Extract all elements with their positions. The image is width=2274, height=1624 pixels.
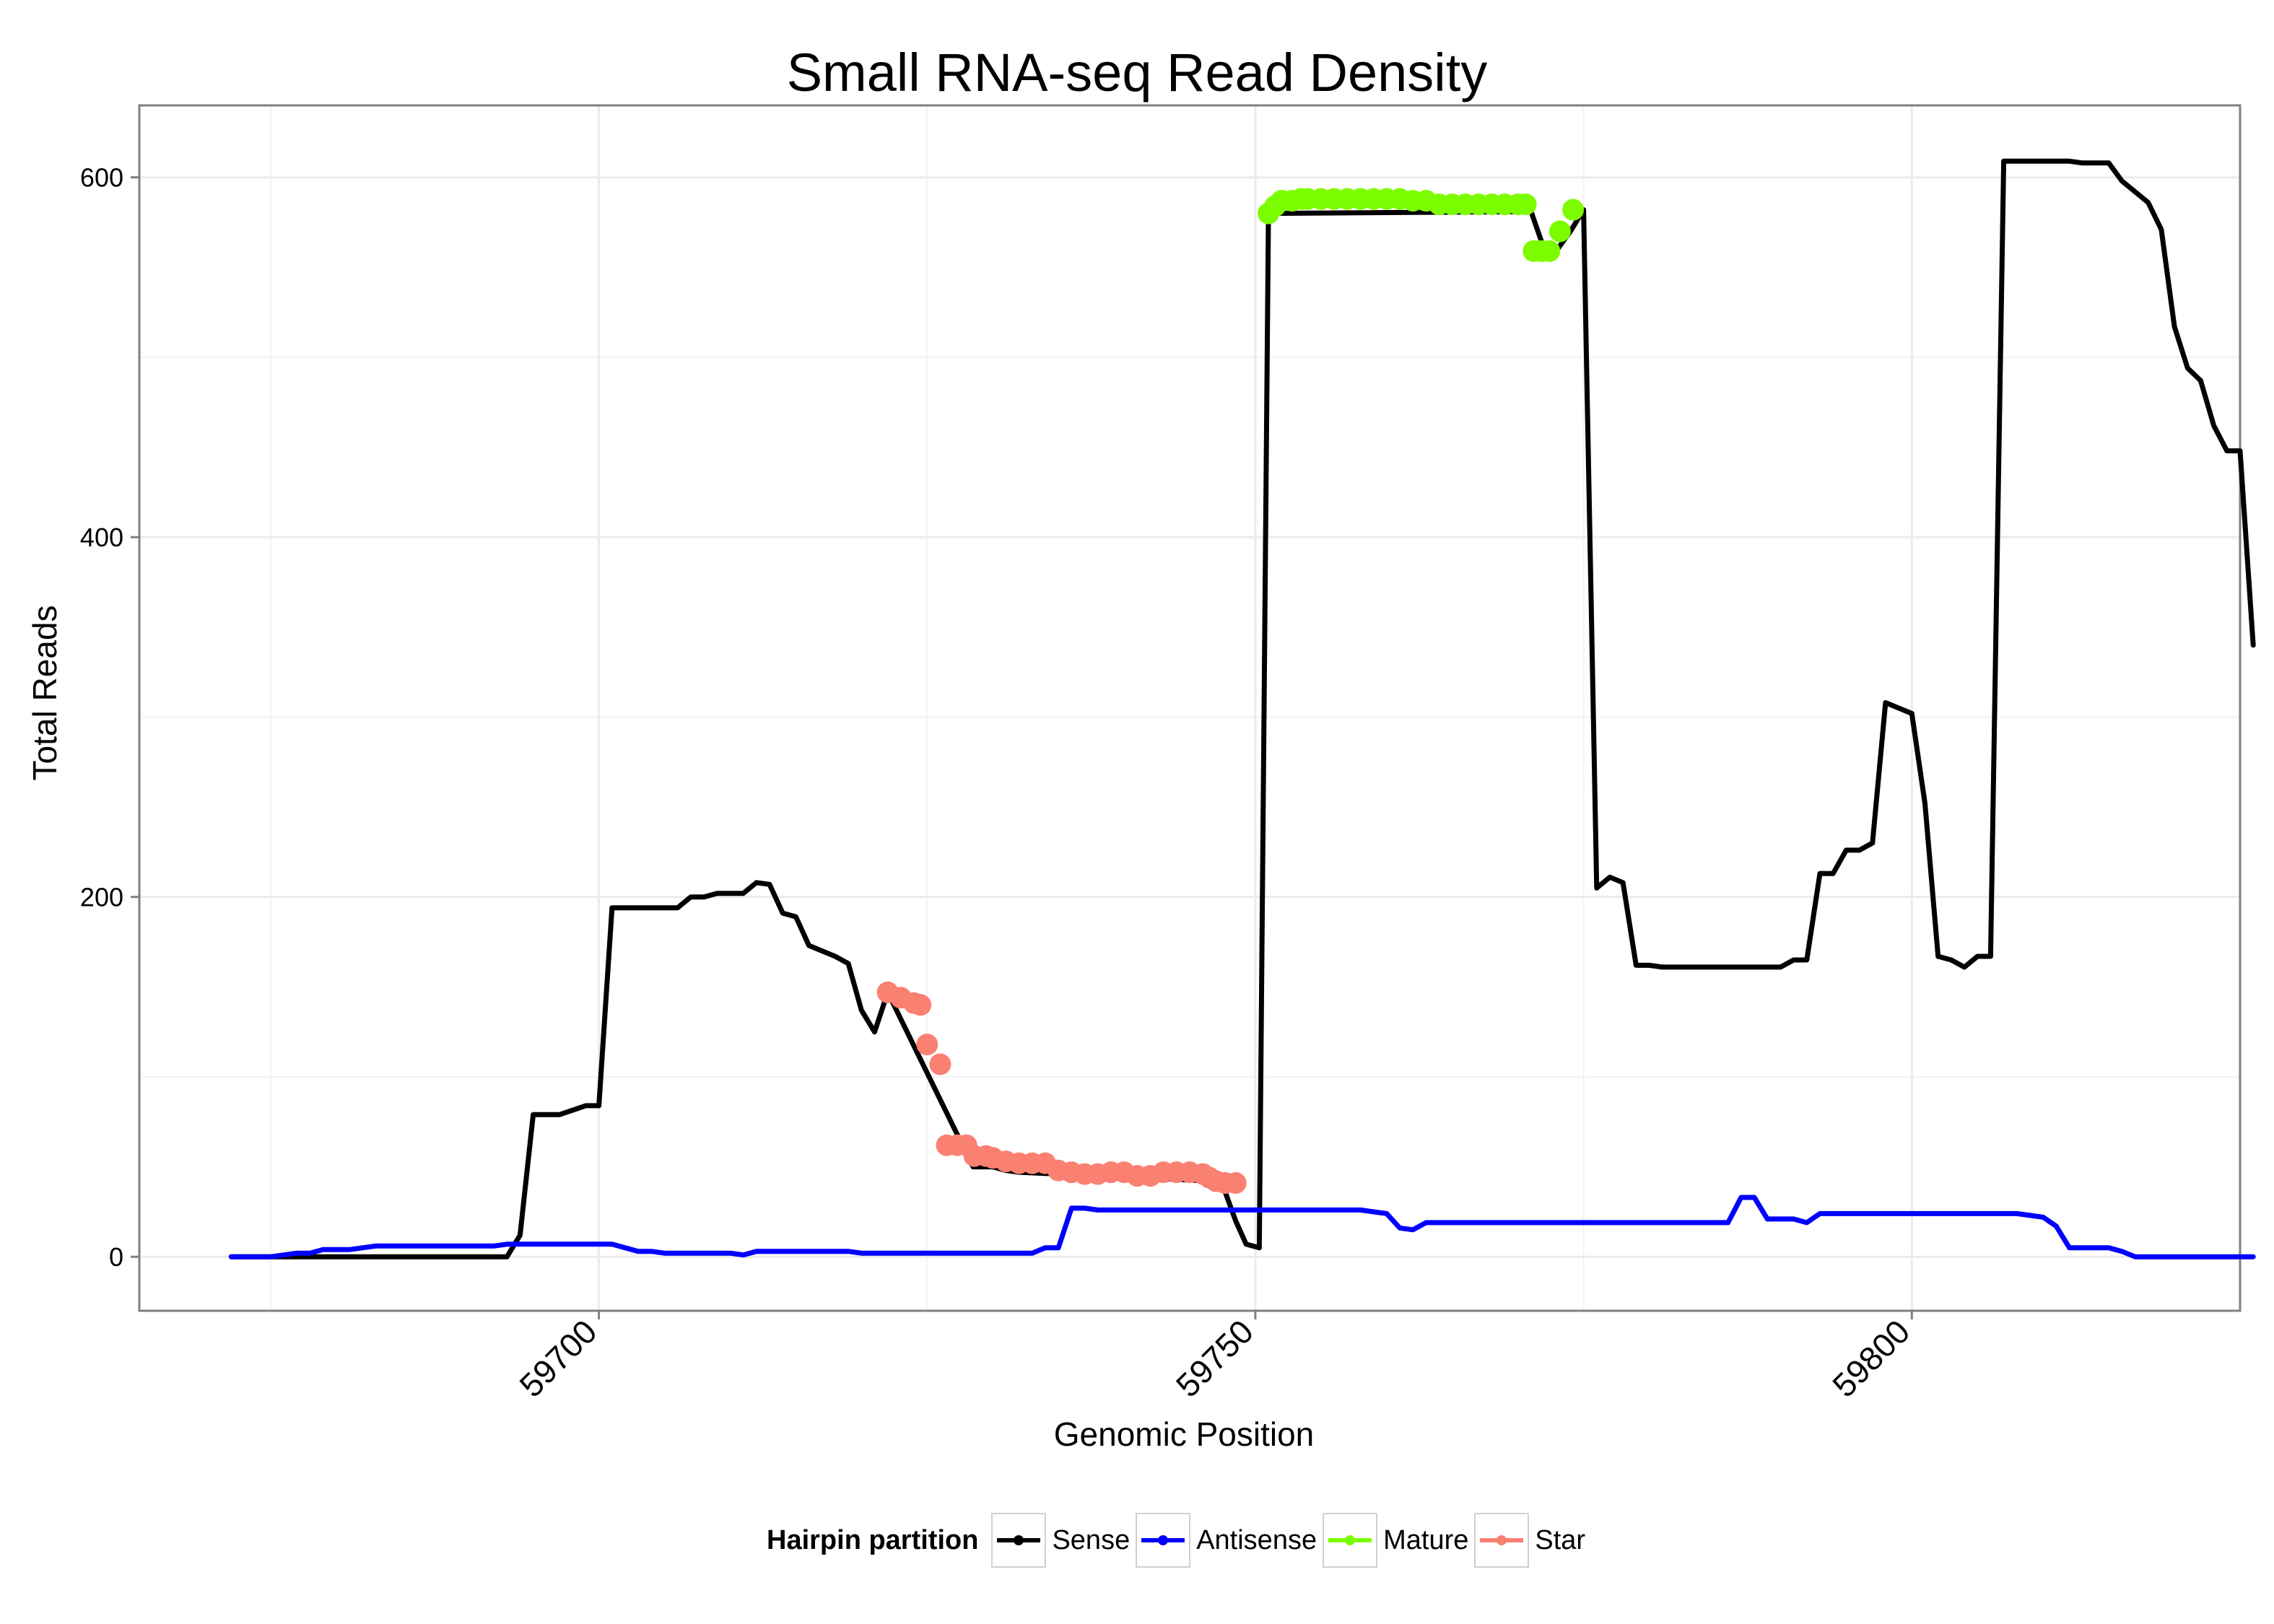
- data-point-star: [910, 994, 932, 1016]
- series-line-sense: [228, 158, 2256, 1260]
- x-tick-label: 59800: [1825, 1312, 1917, 1404]
- legend-item-sense: Sense: [991, 1513, 1130, 1568]
- plot-panel: [139, 105, 2240, 1311]
- data-point-mature: [1562, 198, 1585, 221]
- data-point-star: [1224, 1172, 1247, 1194]
- legend-label-antisense: Antisense: [1196, 1524, 1317, 1555]
- chart-title: Small RNA-seq Read Density: [786, 43, 1488, 102]
- y-tick-label: 600: [80, 163, 123, 193]
- series-line-antisense: [228, 1195, 2256, 1260]
- legend: Hairpin partition Sense Antisense Mature…: [767, 1511, 1591, 1570]
- y-tick-label: 400: [80, 523, 123, 552]
- legend-key-star: [1474, 1513, 1530, 1568]
- data-point-star: [916, 1034, 938, 1056]
- legend-item-mature: Mature: [1323, 1513, 1468, 1568]
- legend-title: Hairpin partition: [767, 1524, 979, 1555]
- y-tick-label: 0: [109, 1242, 123, 1272]
- x-tick-label: 59750: [1169, 1312, 1260, 1404]
- legend-key-sense: [991, 1513, 1047, 1568]
- legend-label-sense: Sense: [1052, 1524, 1131, 1555]
- legend-item-antisense: Antisense: [1136, 1513, 1317, 1568]
- legend-label-mature: Mature: [1383, 1524, 1469, 1555]
- legend-item-star: Star: [1474, 1513, 1585, 1568]
- data-point-mature: [1538, 240, 1561, 262]
- x-tick-label: 59700: [512, 1312, 604, 1404]
- data-point-star: [929, 1053, 951, 1075]
- legend-key-mature: [1323, 1513, 1378, 1568]
- plot-border: [138, 104, 2242, 1312]
- data-point-mature: [1515, 193, 1537, 216]
- x-axis-label: Genomic Position: [1053, 1415, 1315, 1453]
- legend-label-star: Star: [1535, 1524, 1586, 1555]
- y-axis-label: Total Reads: [26, 605, 64, 781]
- data-point-mature: [1548, 220, 1571, 243]
- legend-key-antisense: [1136, 1513, 1191, 1568]
- y-tick-label: 200: [80, 883, 123, 912]
